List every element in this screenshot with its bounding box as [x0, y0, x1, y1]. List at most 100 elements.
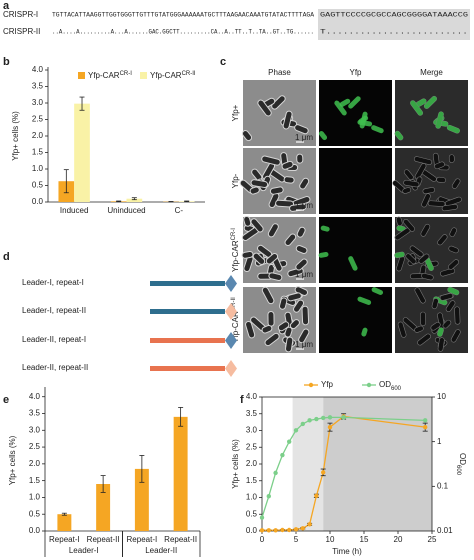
x-tick-label: 25 — [428, 535, 437, 544]
cell — [251, 219, 263, 232]
y-tick-label: 10 — [437, 392, 446, 401]
cell — [405, 253, 417, 265]
legend-label: OD600 — [379, 380, 402, 391]
cell — [409, 245, 424, 258]
y-tick-label: 1.5 — [29, 476, 41, 485]
y-tick-label: 0.0 — [32, 197, 44, 206]
fluorescent-cell — [320, 225, 330, 232]
cell — [439, 293, 454, 301]
cell — [284, 177, 294, 183]
cell — [253, 253, 265, 264]
cell — [418, 253, 430, 264]
shaded-region — [292, 397, 324, 531]
seq-name: CRISPR-I — [3, 10, 38, 19]
sequence: TGTTACATTAAGGTTGGTGGGTTGTTTGTATGGGAAAAAA… — [52, 12, 314, 19]
cell — [296, 259, 307, 270]
cell — [448, 245, 459, 254]
scale-bar-label: 1 μm — [295, 340, 313, 349]
data-point — [273, 470, 278, 476]
highlight-box — [318, 9, 470, 40]
fluorescent-cell — [435, 111, 444, 129]
data-point — [300, 421, 305, 427]
cell — [286, 337, 293, 352]
legend-label-part: 600 — [391, 386, 402, 392]
fluorescent-cell — [447, 287, 460, 295]
cell — [282, 161, 293, 169]
y-tick-label: 3.0 — [32, 98, 44, 107]
row-label-part: CR-II — [231, 297, 237, 311]
data-point — [293, 428, 299, 433]
cell — [244, 256, 253, 272]
legend-swatch — [140, 72, 147, 79]
y-tick-label: 3.0 — [246, 426, 258, 435]
fluorescent-cell — [371, 125, 384, 134]
y-tick-label: 1.5 — [32, 148, 44, 157]
legend-label: Yfp — [321, 380, 334, 389]
cell — [420, 311, 426, 326]
group-label: Leader-II — [145, 546, 177, 555]
cell — [279, 298, 287, 309]
cell — [251, 180, 268, 187]
bar — [57, 514, 72, 531]
cell — [413, 156, 433, 165]
cell — [295, 287, 308, 295]
fluorescent-cell — [371, 287, 384, 295]
cell — [414, 287, 426, 304]
cell — [285, 234, 296, 246]
y-tick-label: 1.0 — [29, 493, 41, 502]
axis — [47, 67, 205, 203]
y-tick-label: 2.5 — [32, 115, 44, 124]
cell — [276, 200, 294, 207]
column-header: Merge — [420, 68, 443, 77]
legend-swatch — [78, 72, 85, 79]
panel-label: d — [3, 251, 10, 263]
data-point — [273, 528, 278, 533]
y-tick-label: 0.5 — [29, 509, 41, 518]
group-label: Leader-I — [69, 546, 99, 555]
cell — [449, 227, 457, 237]
construct-label: Leader-II, repeat-II — [22, 363, 88, 372]
micrograph — [319, 148, 392, 214]
fluorescent-cell — [339, 98, 351, 107]
leader-bar — [150, 366, 225, 371]
column-header: Yfp — [349, 68, 362, 77]
cell — [290, 204, 306, 211]
row-label: Yfp-CARCR-I — [231, 228, 241, 272]
cell — [420, 223, 431, 237]
cell — [295, 125, 308, 134]
seq-name: CRISPR-II — [3, 27, 40, 36]
fluorescent-cell — [410, 100, 423, 116]
x-tick-label: 20 — [394, 535, 403, 544]
x-tick-label: Repeat-I — [127, 535, 158, 544]
cell — [436, 176, 446, 183]
cell — [242, 131, 252, 141]
bar — [74, 103, 90, 202]
cell — [262, 325, 272, 333]
y-tick-label: 0.5 — [246, 509, 258, 518]
legend-label-part: CR-I — [120, 71, 133, 77]
data-point — [266, 528, 271, 533]
repeat-diamond — [225, 275, 237, 292]
axis-frame — [261, 396, 433, 532]
x-tick-label: Induced — [60, 206, 88, 215]
micrograph — [319, 80, 392, 146]
legend-label-part: Yfp — [321, 380, 334, 389]
data-point — [423, 424, 428, 430]
construct-label: Leader-I, repeat-I — [22, 278, 84, 287]
legend-label-part: Yfp-CAR — [150, 71, 182, 80]
cell — [402, 187, 412, 194]
cell — [302, 306, 309, 325]
panel-label: f — [240, 394, 244, 406]
data-point — [321, 415, 326, 421]
cell — [296, 246, 307, 253]
sequence-highlight: T......................... — [320, 29, 468, 36]
cell — [272, 96, 285, 109]
y-tick-label: 1 — [437, 437, 442, 446]
cell — [269, 273, 282, 280]
fluorescent-cell — [318, 251, 329, 258]
data-point — [266, 494, 271, 499]
x-tick-label: C- — [175, 206, 184, 215]
fluorescent-cell — [318, 131, 328, 141]
cell — [441, 204, 458, 212]
fluorescent-cell — [357, 296, 372, 305]
